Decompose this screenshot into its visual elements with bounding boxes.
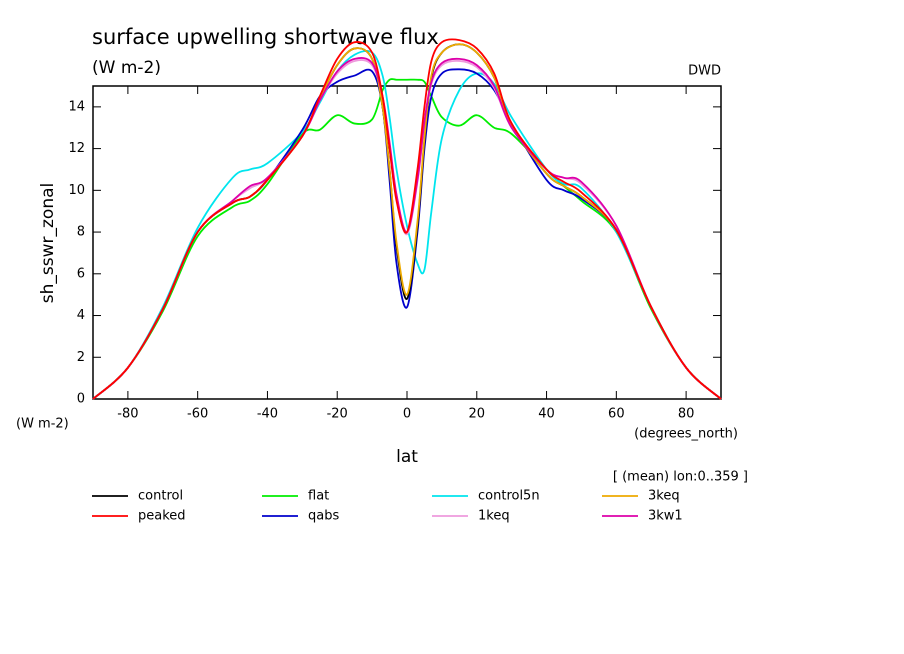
x-tick-label: -20 <box>327 407 348 422</box>
x-tick-label: -80 <box>117 407 138 422</box>
chart-subtitle: (W m-2) <box>92 58 161 78</box>
y-tick-label: 4 <box>77 308 85 323</box>
chart-title: surface upwelling shortwave flux <box>92 25 439 49</box>
y-tick-label: 10 <box>68 183 85 198</box>
y-axis-title: sh_sswr_zonal <box>38 183 58 303</box>
y-tick-label: 8 <box>77 225 85 240</box>
note: [ (mean) lon:0..359 ] <box>613 470 748 485</box>
y-axis-unit: (W m-2) <box>16 417 69 432</box>
x-tick-label: 0 <box>403 407 411 422</box>
legend-label: peaked <box>138 509 186 524</box>
x-tick-label: 40 <box>538 407 555 422</box>
plot-frame <box>92 85 722 400</box>
legend-label: control <box>138 489 183 504</box>
legend-label: flat <box>308 489 329 504</box>
x-tick-label: 20 <box>469 407 486 422</box>
y-tick-label: 0 <box>77 392 85 407</box>
x-tick-label: 80 <box>678 407 695 422</box>
y-tick-label: 14 <box>68 99 85 114</box>
legend-label: 3keq <box>648 489 680 504</box>
y-tick-label: 12 <box>68 141 85 156</box>
x-tick-label: 60 <box>608 407 625 422</box>
y-tick-label: 6 <box>77 266 85 281</box>
x-tick-label: -60 <box>187 407 208 422</box>
legend-label: 1keq <box>478 509 510 524</box>
x-axis-title: lat <box>396 447 418 467</box>
x-axis-unit: (degrees_north) <box>634 427 738 442</box>
x-tick-label: -40 <box>257 407 278 422</box>
series-line <box>92 38 722 400</box>
legend-label: control5n <box>478 489 540 504</box>
y-tick-label: 2 <box>77 350 85 365</box>
legend-label: qabs <box>308 509 339 524</box>
series-line <box>92 50 722 400</box>
series-line <box>92 78 722 400</box>
source: DWD <box>688 64 721 79</box>
legend-label: 3kw1 <box>648 509 683 524</box>
